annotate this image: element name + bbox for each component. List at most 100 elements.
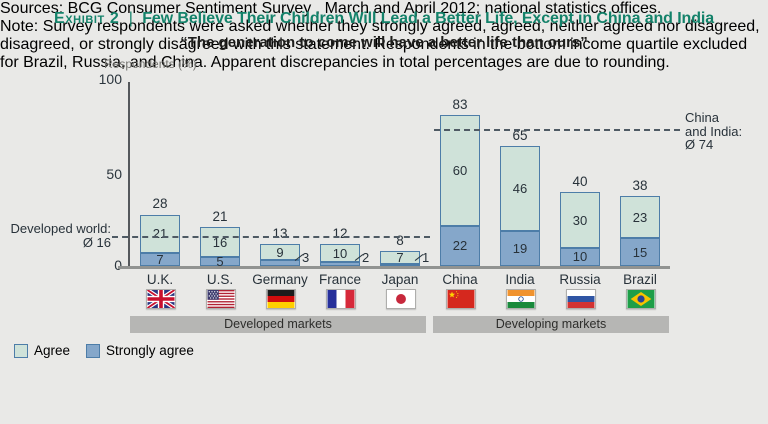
china-india-average-label: China and India: Ø 74 [685, 111, 742, 152]
y-tick-100: 100 [98, 71, 122, 87]
bar-group-japan: 7 1 8 [370, 82, 430, 266]
uk-flag-icon [146, 289, 176, 309]
developed-world-average-value: Ø 16 [82, 234, 111, 250]
china-flag-icon [446, 289, 476, 309]
agree-segment [500, 146, 540, 232]
strongly-agree-value-label: 19 [512, 241, 528, 257]
sources-text: BCG Consumer Sentiment Survey , March an… [67, 0, 662, 17]
agree-value-label: 10 [332, 245, 348, 261]
bar-india: 46 19 [500, 146, 540, 266]
agree-value-label: 60 [452, 162, 468, 178]
agree-value-label: 16 [212, 234, 228, 250]
total-value-label: 65 [512, 128, 528, 144]
strongly-agree-segment [500, 231, 540, 266]
developed-world-average-line [112, 235, 430, 238]
bar-group-russia: 30 10 40 [550, 82, 610, 266]
agree-value-label: 30 [572, 212, 588, 228]
germany-flag-icon [266, 289, 296, 309]
legend-item-strongly-agree: Strongly agree [86, 343, 194, 358]
category-label-india: India [505, 272, 535, 287]
agree-segment [260, 243, 300, 261]
category-label-germany: Germany [252, 272, 308, 287]
agree-segment [140, 214, 180, 254]
bar-russia: 30 10 [560, 192, 600, 266]
strongly-agree-value-label: 7 [156, 252, 164, 268]
strongly-agree-value-label: 15 [632, 244, 648, 260]
developed-markets-band: Developed markets [130, 316, 426, 333]
legend: Agree Strongly agree [14, 343, 194, 358]
agree-segment [380, 251, 420, 265]
y-tick-50: 50 [106, 166, 122, 182]
agree-value-label: 46 [512, 181, 528, 197]
china-india-average-label-line2: and India: [685, 123, 743, 139]
total-value-label: 8 [396, 233, 404, 249]
category-label-china: China [442, 272, 478, 287]
bar-group-france: 10 2 12 [310, 82, 370, 266]
title-text: Few Believe Their Children Will Lead a B… [142, 10, 715, 27]
agree-segment [560, 192, 600, 248]
agree-segment [200, 227, 240, 257]
strongly-agree-value-label: 3 [302, 250, 310, 265]
developing-markets-band: Developing markets [433, 316, 669, 333]
note-label: Note: [0, 18, 39, 35]
strongly-agree-segment [140, 253, 180, 266]
strongly-agree-value-label: 5 [216, 253, 224, 269]
category-label-u-k: U.K. [146, 272, 174, 287]
developed-world-average-label-line1: Developed world: [10, 221, 111, 236]
legend-item-agree: Agree [14, 343, 70, 358]
strongly-agree-value-label: 10 [572, 249, 588, 265]
category-label-japan: Japan [381, 272, 419, 287]
bar-brazil: 23 15 [620, 196, 660, 266]
strongly-agree-segment [320, 262, 360, 266]
category-label-brazil: Brazil [623, 272, 657, 287]
total-value-label: 83 [452, 97, 468, 113]
strongly-agree-segment [380, 264, 420, 266]
exhibit-title: Exhibit 2 | Few Believe Their Children W… [0, 10, 768, 28]
strongly-agree-segment [200, 256, 240, 266]
title-divider: | [128, 10, 133, 27]
bar-u-s: 16 5 [200, 227, 240, 269]
legend-label-agree: Agree [34, 343, 71, 358]
strongly-agree-segment [260, 260, 300, 266]
china-india-average-value: Ø 74 [685, 137, 714, 152]
y-axis-title: Respondents (%) [104, 57, 197, 71]
category-label-france: France [318, 272, 362, 287]
developed-world-average-label: Developed world: Ø 16 [6, 222, 111, 249]
agree-value-label: 9 [276, 244, 284, 260]
strongly-agree-value-label: 1 [422, 250, 430, 265]
sources-label: Sources: [0, 0, 64, 17]
india-flag-icon [506, 289, 536, 309]
bar-group-india: 46 19 65 [490, 82, 550, 266]
note-block: Note: Survey respondents were asked whet… [0, 18, 768, 72]
brazil-flag-icon [626, 289, 656, 309]
strongly-agree-value-label: 2 [362, 250, 370, 265]
france-flag-icon [326, 289, 356, 309]
agree-segment [320, 243, 360, 263]
y-axis-line [128, 82, 130, 267]
strongly-agree-segment [620, 238, 660, 266]
total-value-label: 28 [152, 196, 168, 212]
agree-segment [620, 196, 660, 239]
agree-value-label: 7 [396, 250, 404, 266]
y-tick-0: 0 [114, 257, 122, 273]
total-value-label: 38 [632, 178, 648, 194]
bar-japan: 7 [380, 250, 420, 266]
bar-group-china: 60 22 83 [430, 82, 490, 266]
sources-line: Sources: BCG Consumer Sentiment Survey ,… [0, 0, 768, 18]
agree-value-label: 21 [152, 226, 168, 242]
russia-flag-icon [566, 289, 596, 309]
bar-group-u-s: 16 5 21 [190, 82, 250, 269]
agree-swatch-icon [14, 343, 28, 358]
bar-group-brazil: 23 15 38 [610, 82, 670, 266]
china-india-average-line [434, 128, 680, 131]
category-label-russia: Russia [559, 272, 601, 287]
bar-germany: 9 [260, 243, 300, 266]
strongly-agree-segment [440, 225, 480, 266]
agree-value-label: 23 [632, 209, 648, 225]
category-label-u-s: U.S. [206, 272, 234, 287]
bar-china: 60 22 [440, 115, 480, 266]
total-value-label: 40 [572, 174, 588, 190]
legend-label-strongly-agree: Strongly agree [106, 343, 194, 358]
plot-area: 21 7 28 16 5 21 9 3 13 10 2 12 7 1 8 60 22 83 46 19 65 30 10 40… [130, 82, 670, 269]
total-value-label: 13 [272, 225, 288, 241]
